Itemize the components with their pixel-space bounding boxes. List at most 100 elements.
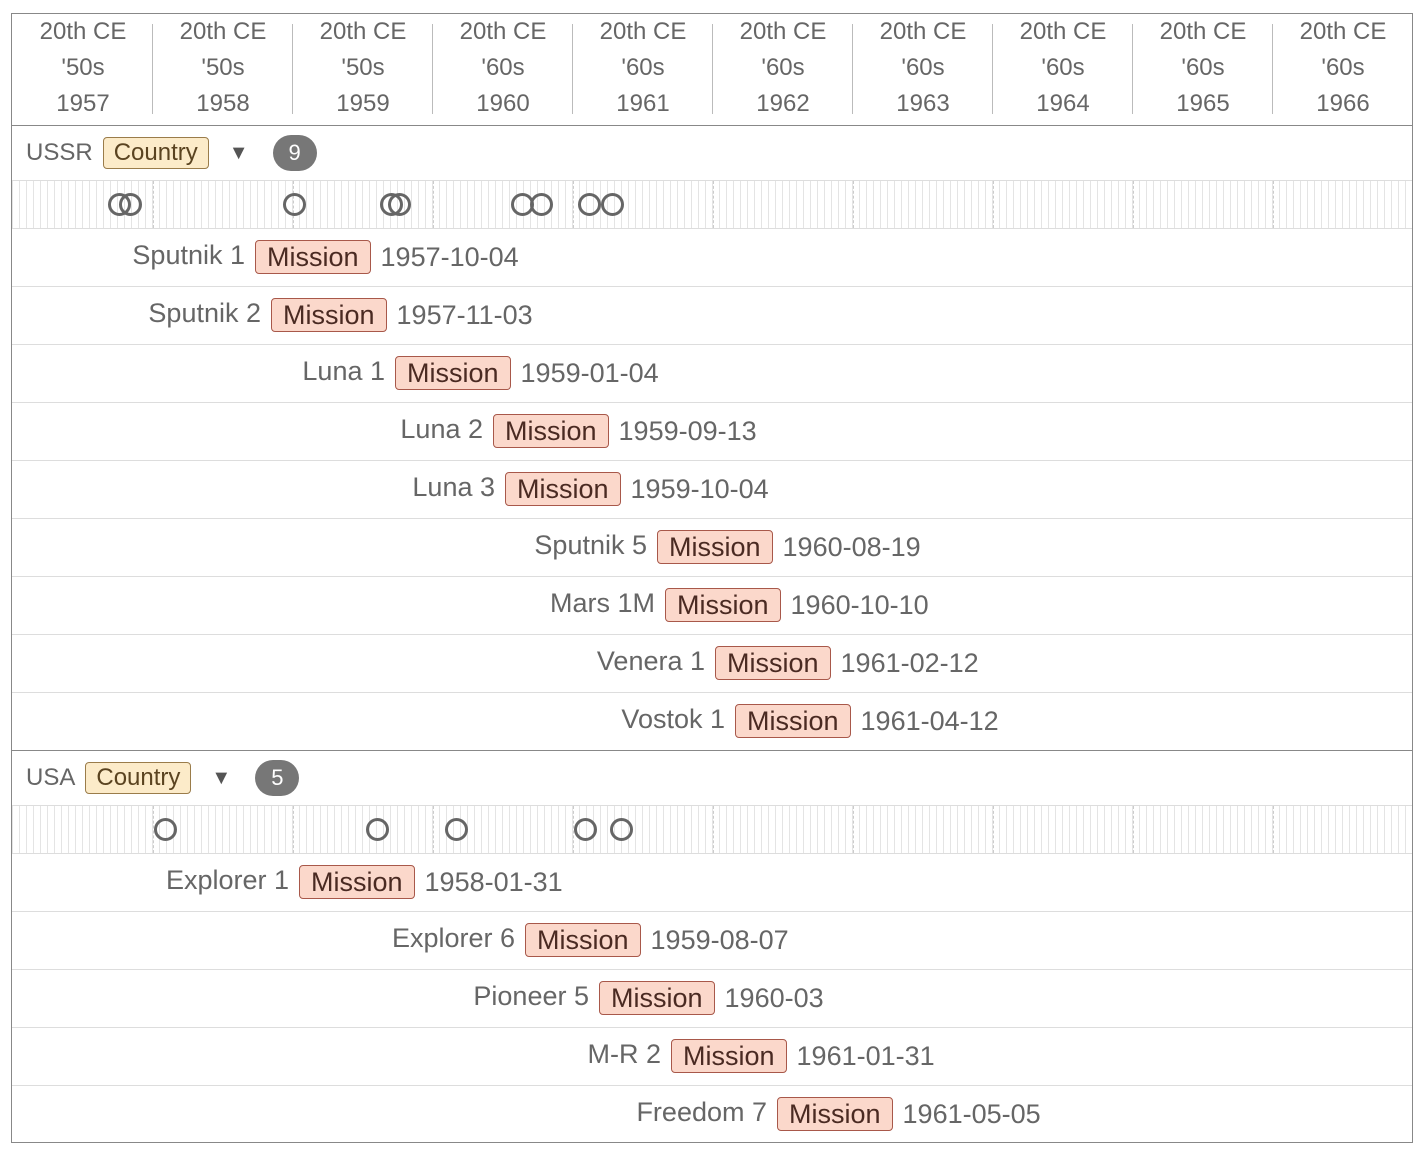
event-row[interactable]: Pioneer 5 Mission 1960-03 [12,970,1412,1028]
event-dot[interactable] [445,818,469,841]
event-details: Mission 1959-09-13 [493,414,757,448]
band-separator [573,181,574,228]
count-badge: 9 [272,135,317,171]
time-label-decade: '60s [1041,54,1085,81]
count-badge: 5 [255,760,300,796]
group-name: USA [26,764,76,791]
event-tag: Mission [255,240,371,274]
event-dot[interactable] [573,818,597,841]
time-label-year: 1963 [896,90,950,117]
event-tag: Mission [493,414,609,448]
event-row[interactable]: Mars 1M Mission 1960-10-10 [12,577,1412,635]
group: USA Country ▼ 5 Explorer 1 Mission 1958-01-31 E… [12,751,1412,1142]
event-row[interactable]: Luna 3 Mission 1959-10-04 [12,461,1412,519]
event-date: 1960-08-19 [782,531,921,562]
band-separator [853,806,854,853]
event-date: 1959-08-07 [650,924,789,955]
groups: USSR Country ▼ 9 Sputnik 1 Mission 1957-10-04 S… [12,126,1412,1142]
event-row[interactable]: Vostok 1 Mission 1961-04-12 [12,693,1412,750]
band-separator [433,806,434,853]
time-label-decade: '50s [341,54,385,81]
event-name: Pioneer 5 [473,981,589,1011]
time-label-decade: '60s [1321,54,1365,81]
collapse-toggle[interactable]: ▼ [211,766,232,789]
event-name: Luna 3 [412,472,495,502]
event-tag: Mission [299,865,415,899]
time-column: 20th CE '60s 1966 [1273,14,1412,117]
band-separator [993,806,994,853]
time-label-century: 20th CE [39,18,127,45]
event-date: 1960-03 [724,982,824,1013]
event-row[interactable]: Venera 1 Mission 1961-02-12 [12,635,1412,693]
event-row[interactable]: Luna 1 Mission 1959-01-04 [12,345,1412,403]
event-details: Mission 1959-10-04 [505,472,769,506]
time-label-century: 20th CE [459,18,547,45]
event-tag: Mission [271,298,387,332]
time-column: 20th CE '60s 1961 [573,14,713,117]
event-row[interactable]: Luna 2 Mission 1959-09-13 [12,403,1412,461]
event-date: 1957-10-04 [380,241,519,272]
event-dot[interactable] [577,193,601,216]
time-label-decade: '60s [1181,54,1225,81]
event-row[interactable]: Freedom 7 Mission 1961-05-05 [12,1086,1412,1142]
event-dot[interactable] [530,193,554,216]
time-label-year: 1965 [1176,90,1230,117]
time-column: 20th CE '60s 1964 [993,14,1133,117]
time-label-decade: '60s [621,54,665,81]
time-column: 20th CE '50s 1959 [293,14,433,117]
time-label-decade: '60s [481,54,525,81]
time-label-century: 20th CE [879,18,967,45]
band-separator [1133,181,1134,228]
time-label-year: 1957 [56,90,110,117]
event-row[interactable]: Explorer 1 Mission 1958-01-31 [12,854,1412,912]
band-separator [1133,806,1134,853]
event-details: Mission 1961-01-31 [671,1039,935,1073]
event-dot[interactable] [388,193,412,216]
time-label-year: 1960 [476,90,530,117]
event-date: 1959-01-04 [520,357,659,388]
event-details: Mission 1958-01-31 [299,865,563,899]
event-tag: Mission [395,356,511,390]
event-row[interactable]: Sputnik 2 Mission 1957-11-03 [12,287,1412,345]
event-row[interactable]: M-R 2 Mission 1961-01-31 [12,1028,1412,1086]
band-separator [293,806,294,853]
time-column: 20th CE '50s 1957 [13,14,153,117]
time-column: 20th CE '60s 1960 [433,14,573,117]
event-dot[interactable] [365,818,389,841]
group: USSR Country ▼ 9 Sputnik 1 Mission 1957-10-04 S… [12,126,1412,751]
event-name: Explorer 1 [165,865,289,895]
event-date: 1961-02-12 [840,647,979,678]
event-name: Luna 2 [400,414,483,444]
time-label-century: 20th CE [739,18,827,45]
group-tag: Country [102,137,209,169]
event-tag: Mission [657,530,773,564]
event-row[interactable]: Sputnik 5 Mission 1960-08-19 [12,519,1412,577]
event-dot[interactable] [601,193,625,216]
band-separator [1273,181,1274,228]
event-dot[interactable] [119,193,143,216]
time-label-year: 1959 [336,90,390,117]
event-row[interactable]: Explorer 6 Mission 1959-08-07 [12,912,1412,970]
time-label-century: 20th CE [1159,18,1247,45]
event-tag: Mission [671,1039,787,1073]
event-name: Vostok 1 [621,704,725,734]
event-row[interactable]: Sputnik 1 Mission 1957-10-04 [12,229,1412,287]
timeline: 20th CE '50s 1957 20th CE '50s 1958 20th CE '50… [11,13,1413,1143]
event-dot[interactable] [610,818,634,841]
event-details: Mission 1961-04-12 [735,704,999,738]
event-tag: Mission [715,646,831,680]
time-label-century: 20th CE [319,18,407,45]
event-details: Mission 1959-08-07 [525,923,789,957]
time-column: 20th CE '50s 1958 [153,14,293,117]
band-separator [853,181,854,228]
event-details: Mission 1961-05-05 [777,1097,1041,1131]
event-name: Explorer 6 [391,923,515,953]
event-dot[interactable] [153,818,177,841]
time-label-year: 1958 [196,90,250,117]
band-separator [433,181,434,228]
event-date: 1959-09-13 [618,415,757,446]
event-tag: Mission [665,588,781,622]
event-dot[interactable] [283,193,307,216]
collapse-toggle[interactable]: ▼ [228,141,249,164]
